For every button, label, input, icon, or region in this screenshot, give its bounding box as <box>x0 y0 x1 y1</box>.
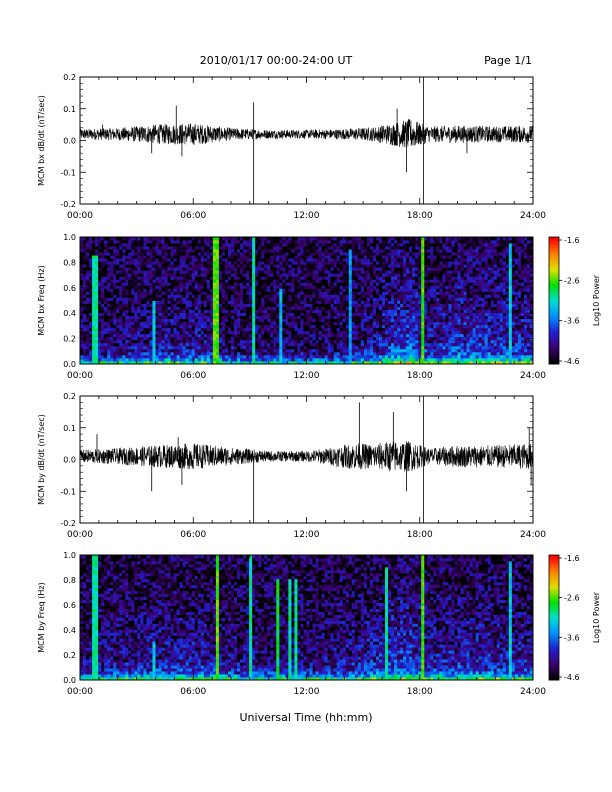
x-tick-label: 06:00 <box>180 530 206 540</box>
y-tick-label: 0.0 <box>63 676 76 685</box>
dbdt-trace <box>80 441 533 472</box>
colorbar-tick-label: -3.6 <box>564 317 580 326</box>
colorbar-tick-label: -2.6 <box>564 594 580 603</box>
x-tick-label: 24:00 <box>520 211 546 221</box>
colorbar: -1.6 -2.6 -3.6 -4.6 Log10 Power <box>548 236 601 366</box>
y-axis-label: MCM by dB/dt (nT/sec) <box>37 414 46 505</box>
x-tick-label: 00:00 <box>67 211 93 221</box>
y-tick-label: 0.8 <box>63 576 76 585</box>
x-tick-label: 12:00 <box>294 211 320 221</box>
x-tick-label: 12:00 <box>294 530 320 540</box>
y-tick-label: 0.2 <box>63 335 76 344</box>
trace-group <box>80 77 533 204</box>
y-tick-label: 0.6 <box>63 284 76 293</box>
x-tick-label: 18:00 <box>407 211 433 221</box>
x-tick-label: 06:00 <box>180 371 206 381</box>
y-tick-label: 0.2 <box>63 392 76 401</box>
figure-title: 2010/01/17 00:00-24:00 UT <box>199 54 353 67</box>
x-axis-title: Universal Time (hh:mm) <box>239 711 373 724</box>
x-tick-label: 00:00 <box>67 371 93 381</box>
y-tick-label: 0.8 <box>63 258 76 267</box>
y-tick-label: -0.2 <box>60 519 76 528</box>
x-tick-label: 00:00 <box>67 530 93 540</box>
x-tick-label: 24:00 <box>520 530 546 540</box>
y-tick-label: -0.2 <box>60 200 76 209</box>
y-tick-label: 1.0 <box>63 551 76 560</box>
y-tick-label: -0.1 <box>60 168 76 177</box>
x-tick-label: 24:00 <box>520 687 546 697</box>
page-indicator: Page 1/1 <box>484 54 532 67</box>
y-tick-label: 0.2 <box>63 651 76 660</box>
colorbar-label: Log10 Power <box>592 591 601 643</box>
y-tick-label: 0.4 <box>63 626 76 635</box>
y-tick-label: 0.1 <box>63 424 76 433</box>
x-tick-label: 06:00 <box>180 211 206 221</box>
colorbar-tick-label: -1.6 <box>564 236 580 245</box>
x-tick-label: 18:00 <box>407 687 433 697</box>
y-tick-label: 0.0 <box>63 456 76 465</box>
x-tick-label: 06:00 <box>180 687 206 697</box>
y-axis-label: MCM bx dB/dt (nT/sec) <box>37 95 46 186</box>
spectrogram-image <box>80 555 533 680</box>
y-tick-label: 0.6 <box>63 601 76 610</box>
x-tick-label: 12:00 <box>294 687 320 697</box>
plot-frame <box>79 76 534 205</box>
x-tick-label: 18:00 <box>407 530 433 540</box>
by-spectrogram-panel: 00:00 06:00 12:00 18:00 24:00 0.0 0.2 0.4 0.6 0.8… <box>37 551 601 697</box>
trace-group <box>80 396 533 523</box>
bx-spectrogram-panel: 00:00 06:00 12:00 18:00 24:00 0.0 0.2 0.4 0.6 0.8… <box>37 233 601 381</box>
spectrogram-image <box>80 237 533 364</box>
colorbar-tick-label: -4.6 <box>564 357 580 366</box>
y-tick-label: 0.0 <box>63 360 76 369</box>
y-tick-label: 0.0 <box>63 137 76 146</box>
y-axis-label: MCM by Freq (Hz) <box>37 582 46 652</box>
y-tick-label: 0.1 <box>63 105 76 114</box>
y-tick-label: -0.1 <box>60 487 76 496</box>
x-tick-label: 18:00 <box>407 371 433 381</box>
colorbar-tick-label: -2.6 <box>564 276 580 285</box>
x-tick-label: 00:00 <box>67 687 93 697</box>
x-tick-label: 24:00 <box>520 371 546 381</box>
y-axis-label: MCM bx Freq (Hz) <box>37 265 46 335</box>
plot-frame <box>79 395 534 524</box>
by-dbdt-panel: 00:00 06:00 12:00 18:00 24:00 -0.2 -0.1 0.0 0.1 0… <box>37 392 546 540</box>
colorbar-tick-label: -3.6 <box>564 633 580 642</box>
colorbar-tick-label: -1.6 <box>564 554 580 563</box>
plot-frame <box>79 236 534 365</box>
y-tick-label: 0.2 <box>63 73 76 82</box>
y-tick-label: 0.4 <box>63 309 76 318</box>
plot-frame <box>79 554 534 681</box>
dbdt-trace <box>80 118 533 148</box>
colorbar-label: Log10 Power <box>592 274 601 326</box>
x-tick-label: 12:00 <box>294 371 320 381</box>
colorbar-tick-label: -4.6 <box>564 673 580 682</box>
colorbar: -1.6 -2.6 -3.6 -4.6 Log10 Power <box>548 554 601 682</box>
bx-dbdt-panel: 00:00 06:00 12:00 18:00 24:00 -0.2 -0.1 0.0 0.1 0… <box>37 73 546 221</box>
y-tick-label: 1.0 <box>63 233 76 242</box>
